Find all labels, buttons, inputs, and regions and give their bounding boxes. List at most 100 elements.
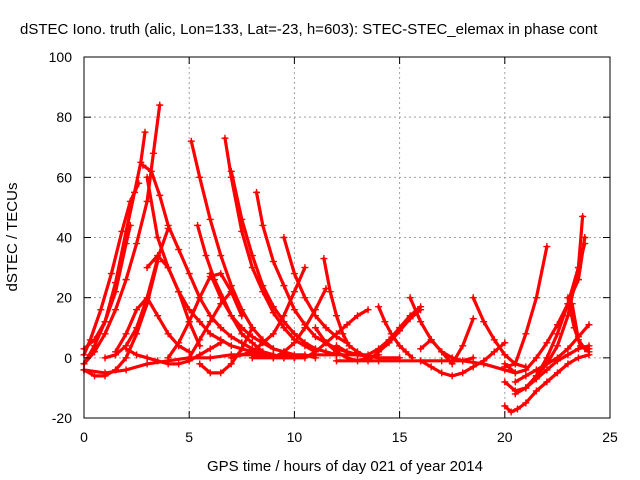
series-line <box>124 341 223 366</box>
data-point-marker <box>206 330 214 338</box>
data-point-marker <box>553 342 561 350</box>
data-point-marker <box>280 351 288 359</box>
data-point-marker <box>175 288 183 296</box>
data-point-marker <box>532 366 540 374</box>
data-point-marker <box>143 173 151 181</box>
data-point-marker <box>438 357 446 365</box>
data-point-marker <box>259 282 267 290</box>
data-point-marker <box>480 360 488 368</box>
series-arc30 <box>375 303 416 362</box>
data-point-marker <box>532 294 540 302</box>
data-point-marker <box>320 255 328 263</box>
series-arc23 <box>227 264 309 362</box>
y-tick-label: 60 <box>56 169 72 185</box>
x-tick-label: 25 <box>602 429 618 445</box>
data-point-marker <box>280 234 288 241</box>
data-point-marker <box>248 348 256 356</box>
data-point-marker <box>196 294 204 302</box>
series-line <box>503 353 591 414</box>
data-point-marker <box>141 128 149 136</box>
data-point-marker <box>332 312 340 320</box>
series-arc3 <box>80 179 143 359</box>
data-point-marker <box>206 354 214 362</box>
data-point-marker <box>511 390 519 398</box>
data-point-marker <box>396 342 404 350</box>
data-point-marker <box>469 294 477 302</box>
data-point-marker <box>122 345 130 353</box>
data-point-marker <box>553 321 561 329</box>
data-point-marker <box>311 348 319 356</box>
data-point-marker <box>387 330 395 338</box>
data-point-marker <box>579 212 587 220</box>
data-point-marker <box>311 333 319 341</box>
data-point-marker <box>406 315 414 323</box>
data-point-marker <box>227 333 235 341</box>
data-point-marker <box>175 246 183 254</box>
data-point-marker <box>112 279 120 287</box>
series-arc12 <box>143 252 204 350</box>
data-point-marker <box>532 387 540 395</box>
data-point-marker <box>248 324 256 332</box>
data-point-marker <box>206 270 214 278</box>
data-point-marker <box>568 300 576 308</box>
data-point-marker <box>339 330 347 338</box>
data-point-marker <box>164 354 172 362</box>
data-point-marker <box>97 306 105 314</box>
data-point-marker <box>513 405 521 413</box>
data-point-marker <box>175 339 183 347</box>
data-point-marker <box>490 336 498 344</box>
data-point-marker <box>402 348 410 356</box>
data-point-marker <box>581 345 589 353</box>
series-line <box>419 317 475 366</box>
series-arc2 <box>80 128 149 368</box>
data-point-marker <box>280 312 288 320</box>
data-point-marker <box>301 324 309 332</box>
data-point-marker <box>143 264 151 272</box>
data-point-marker <box>290 339 298 347</box>
data-point-marker <box>469 315 477 323</box>
data-point-marker <box>459 342 467 350</box>
data-point-marker <box>164 221 172 229</box>
data-point-marker <box>248 339 256 347</box>
data-point-marker <box>564 294 572 302</box>
data-point-marker <box>332 330 340 338</box>
data-point-marker <box>133 240 141 248</box>
data-point-marker <box>248 264 256 272</box>
data-point-marker <box>217 324 225 332</box>
y-tick-label: 40 <box>56 230 72 246</box>
data-point-marker <box>564 351 572 359</box>
data-point-marker <box>326 288 334 296</box>
data-point-marker <box>269 330 277 338</box>
data-point-marker <box>154 312 162 320</box>
data-point-marker <box>543 339 551 347</box>
data-point-marker <box>227 360 235 368</box>
data-point-marker <box>196 173 204 181</box>
x-axis-label: GPS time / hours of day 021 of year 2014 <box>207 458 483 475</box>
data-point-marker <box>469 363 477 371</box>
data-point-marker <box>375 348 383 356</box>
y-tick-label: 80 <box>56 109 72 125</box>
data-point-marker <box>280 324 288 332</box>
data-point-marker <box>290 288 298 296</box>
data-point-marker <box>133 351 141 359</box>
data-point-marker <box>185 318 193 326</box>
data-point-marker <box>522 366 530 374</box>
data-point-marker <box>311 324 319 332</box>
data-point-marker <box>427 336 435 344</box>
series-arc42 <box>522 342 593 392</box>
series-arc13 <box>164 270 246 362</box>
data-point-marker <box>332 357 340 365</box>
series-line <box>82 130 147 366</box>
data-point-marker <box>343 321 351 329</box>
data-point-marker <box>311 306 319 314</box>
series-line <box>141 163 275 357</box>
data-point-marker <box>511 378 519 386</box>
data-point-marker <box>427 363 435 371</box>
data-point-marker <box>322 348 330 356</box>
data-point-marker <box>139 161 147 169</box>
data-point-marker <box>417 345 425 353</box>
data-point-marker <box>354 312 362 320</box>
data-point-marker <box>196 351 204 359</box>
data-point-marker <box>522 399 530 407</box>
